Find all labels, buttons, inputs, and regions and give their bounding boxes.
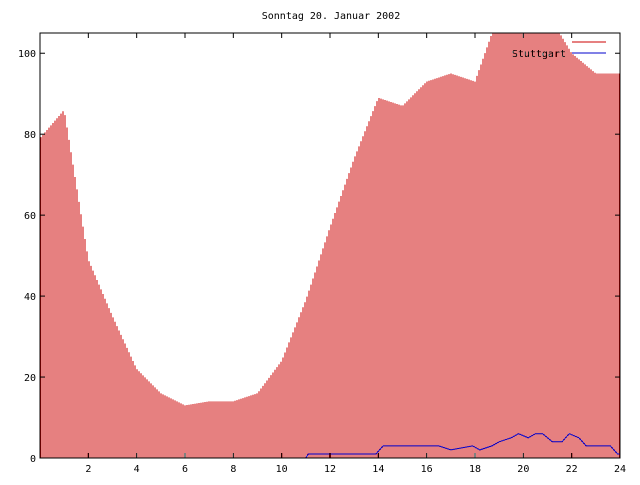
y-tick-label: 80 [24, 130, 36, 141]
x-tick-label: 20 [517, 464, 529, 475]
y-tick-label: 40 [24, 292, 36, 303]
x-tick-label: 4 [134, 464, 140, 475]
x-tick-label: 22 [566, 464, 578, 475]
y-tick-label: 60 [24, 211, 36, 222]
x-tick-label: 6 [182, 464, 188, 475]
x-tick-label: 14 [372, 464, 384, 475]
chart-title: Sonntag 20. Januar 2002 [262, 11, 400, 22]
line-series [40, 433, 620, 459]
x-tick-label: 16 [421, 464, 433, 475]
x-tick-label: 24 [614, 464, 626, 475]
y-tick-label: 20 [24, 373, 36, 384]
legend-label: Stuttgart [512, 49, 566, 60]
y-tick-label: 0 [30, 454, 36, 465]
legend: Stuttgart [512, 41, 606, 60]
x-tick-label: 8 [230, 464, 236, 475]
bar-series [40, 33, 620, 458]
series-line [40, 433, 620, 459]
x-tick-label: 12 [324, 464, 336, 475]
x-tick-label: 10 [276, 464, 288, 475]
x-tick-label: 18 [469, 464, 481, 475]
y-tick-label: 100 [18, 49, 36, 60]
x-tick-label: 2 [85, 464, 91, 475]
